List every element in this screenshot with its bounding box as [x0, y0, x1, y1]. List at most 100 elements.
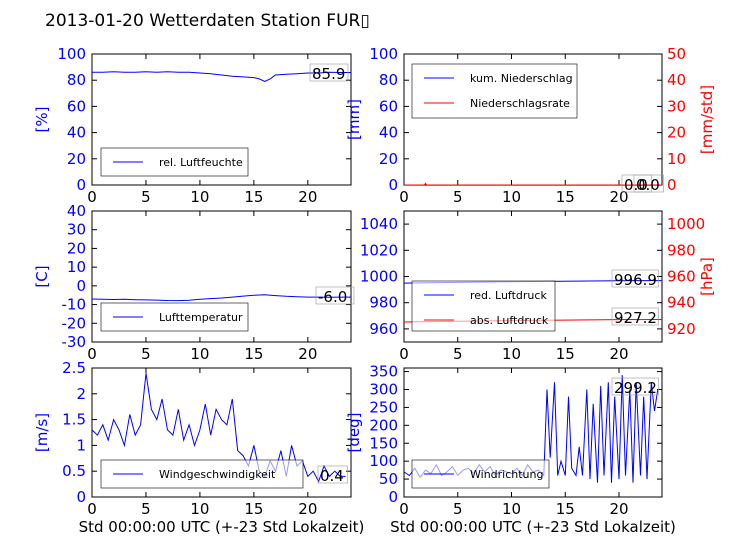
x-tick-label: 20	[609, 500, 628, 518]
current-value-right-box	[633, 174, 664, 193]
y2-tick-label: 940	[667, 294, 696, 312]
y-tick-label: 200	[369, 416, 398, 434]
y-tick-label: 980	[369, 294, 398, 312]
legend-wind_speed: Windgeschwindigkeit	[100, 459, 304, 489]
x-tick-label: 15	[244, 188, 263, 206]
y2-tick-label: 960	[667, 268, 696, 286]
x-tick-label: 0	[399, 345, 409, 363]
legend-label: Windgeschwindigkeit	[159, 468, 276, 481]
y2-tick-label: 30	[667, 97, 686, 115]
current-value-label: 299.2	[614, 379, 657, 397]
x-tick-label: 20	[298, 345, 317, 363]
x-tick-label: 10	[502, 345, 521, 363]
current-value-right-label: 0.0	[636, 176, 660, 194]
legend-temperature: Lufttemperatur	[100, 302, 249, 332]
legend-label: Niederschlagsrate	[470, 97, 570, 110]
y-tick-label: 80	[379, 71, 398, 89]
x-tick-label: 5	[453, 500, 463, 518]
y2-tick-label: 0	[667, 176, 677, 194]
y-tick-label: 960	[369, 320, 398, 338]
x-tick-label: 10	[190, 500, 209, 518]
current-value-label: 996.9	[614, 271, 657, 289]
y2-tick-label: 50	[667, 45, 686, 63]
legend-frame	[411, 280, 556, 332]
y-tick-label: 1	[76, 436, 86, 454]
y-tick-label: 0	[76, 277, 86, 295]
x-tick-label: 10	[502, 188, 521, 206]
y-axis-label: [deg]	[345, 413, 363, 453]
y-tick-label: 20	[379, 150, 398, 168]
series-group	[92, 294, 351, 302]
y-tick-label: 1020	[360, 241, 398, 259]
series-group	[92, 71, 351, 83]
legend-wind_dir: Windrichtung	[411, 459, 550, 489]
y-axis-label: [mm]	[345, 99, 363, 140]
legend-frame	[411, 63, 578, 119]
y-tick-label: 2.5	[62, 359, 86, 377]
y-tick-label: 40	[67, 202, 86, 220]
y-tick-label: 1.5	[62, 411, 86, 429]
x-tick-label: 20	[609, 345, 628, 363]
x-tick-label: 10	[502, 500, 521, 518]
x-tick-label: 0	[87, 188, 97, 206]
series-group	[404, 182, 662, 185]
y2-axis-label: [hPa]	[698, 257, 716, 296]
x-tick-label: 5	[141, 345, 151, 363]
x-tick-label: 0	[399, 500, 409, 518]
y2-tick-label: 920	[667, 320, 696, 338]
y-tick-label: 350	[369, 363, 398, 381]
y-tick-label: 30	[67, 221, 86, 239]
y-axis-label: [C]	[33, 265, 51, 287]
y2-tick-label: 10	[667, 150, 686, 168]
series-line-humidity	[92, 71, 351, 83]
y-tick-label: 10	[67, 258, 86, 276]
y2-tick-label: 1000	[667, 215, 705, 233]
x-tick-label: 0	[399, 188, 409, 206]
y-tick-label: 80	[67, 71, 86, 89]
x-tick-label: 15	[556, 345, 575, 363]
x-tick-label: 20	[609, 188, 628, 206]
y-tick-label: 20	[67, 150, 86, 168]
legend-label: Windrichtung	[470, 468, 543, 481]
plot-frame	[403, 367, 663, 498]
x-tick-label: 20	[298, 500, 317, 518]
current-value-box	[317, 465, 348, 484]
panel-pressure: 0 5 10 15 20 960 980 1000 1020 1040 920 940 960 980 10…	[360, 210, 716, 363]
y-tick-label: 100	[369, 452, 398, 470]
x-tick-label: 5	[453, 188, 463, 206]
series-line-precip	[404, 182, 662, 185]
y-tick-label: -20	[62, 314, 87, 332]
y-tick-label: 0	[388, 488, 398, 506]
y-tick-label: 0	[76, 176, 86, 194]
plot-frame	[91, 53, 352, 186]
legend-humidity: rel. Luftfeuchte	[100, 147, 249, 177]
panel-precip: 0 5 10 15 20 0 20 40 60 80 100 0 10 20 30 40 50 [mm] [mm/s…	[345, 45, 716, 206]
current-value-box	[611, 269, 659, 288]
x-tick-label: 0	[87, 345, 97, 363]
legend-label: rel. Luftfeuchte	[159, 156, 243, 169]
y-tick-label: -30	[62, 333, 87, 351]
x-tick-label: 10	[190, 345, 209, 363]
y-tick-label: 100	[57, 45, 86, 63]
figure-title: 2013-01-20 Wetterdaten Station FUR▯	[45, 11, 370, 31]
legend-pressure: red. Luftdruck abs. Luftdruck	[411, 280, 556, 332]
y-tick-label: 2	[76, 385, 86, 403]
y2-axis-label: [mm/std]	[698, 85, 716, 154]
y2-tick-label: 40	[667, 71, 686, 89]
y-tick-label: 60	[67, 97, 86, 115]
legend-label: kum. Niederschlag	[470, 72, 573, 85]
x-tick-label: 10	[190, 188, 209, 206]
x-axis-label: Std 00:00:00 UTC (+-23 Std Lokalzeit)	[79, 518, 365, 536]
y-tick-label: 1040	[360, 215, 398, 233]
y-tick-label: 300	[369, 381, 398, 399]
y-tick-label: 100	[369, 45, 398, 63]
current-value-box	[611, 377, 659, 396]
legend-precip: kum. Niederschlag Niederschlagsrate	[411, 63, 578, 119]
current-value-box	[309, 63, 349, 82]
current-value-label: 85.9	[312, 65, 345, 83]
y-tick-label: 50	[379, 470, 398, 488]
y-tick-label: 20	[67, 239, 86, 257]
y-tick-label: 250	[369, 398, 398, 416]
